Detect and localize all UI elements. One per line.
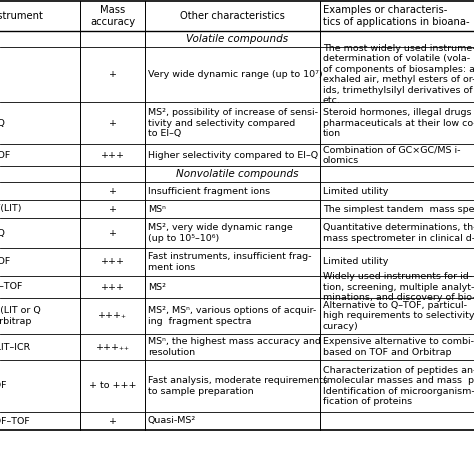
- Text: +: +: [109, 417, 117, 426]
- Text: +: +: [109, 70, 117, 79]
- Text: MS²: MS²: [148, 283, 166, 292]
- Text: Volatile compounds: Volatile compounds: [186, 34, 288, 44]
- Text: –TQ: –TQ: [0, 228, 6, 237]
- Text: Higher selectivity compared to EI–Q: Higher selectivity compared to EI–Q: [148, 151, 318, 159]
- Text: +++: +++: [100, 283, 125, 292]
- Text: Expensive alternative to combi-
based on TOF and Orbitrap: Expensive alternative to combi- based on…: [323, 337, 474, 357]
- Text: +++₊: +++₊: [98, 311, 127, 320]
- Text: Combination of GC×GC/MS i-
olomics: Combination of GC×GC/MS i- olomics: [323, 146, 461, 164]
- Text: Instrument: Instrument: [0, 11, 43, 21]
- Text: Very wide dynamic range (up to 10⁷): Very wide dynamic range (up to 10⁷): [148, 70, 323, 79]
- Text: Limited utility: Limited utility: [323, 257, 388, 266]
- Text: Quasi-MS²: Quasi-MS²: [148, 417, 196, 426]
- Text: –TQ: –TQ: [0, 118, 6, 128]
- Text: Limited utility: Limited utility: [323, 186, 388, 195]
- Text: Widely used instruments for id-
tion, screening, multiple analyt-
minations, and: Widely used instruments for id- tion, sc…: [323, 272, 474, 302]
- Text: +++₊₊: +++₊₊: [95, 343, 129, 352]
- Text: –IT(LIT): –IT(LIT): [0, 204, 22, 213]
- Text: The most widely used instrume-
determination of volatile (vola-
of components of: The most widely used instrume- determina…: [323, 44, 474, 105]
- Text: MS², MSⁿ, various options of acquir-
ing  fragment spectra: MS², MSⁿ, various options of acquir- ing…: [148, 306, 316, 326]
- Text: +++: +++: [100, 151, 125, 159]
- Text: Other characteristics: Other characteristics: [180, 11, 285, 21]
- Text: Nonvolatile compounds: Nonvolatile compounds: [176, 169, 298, 179]
- Text: +: +: [109, 204, 117, 213]
- Text: TOF: TOF: [0, 382, 7, 391]
- Text: –TOF: –TOF: [0, 257, 11, 266]
- Text: +++: +++: [100, 257, 125, 266]
- Text: MSⁿ: MSⁿ: [148, 204, 166, 213]
- Text: The simplest tandem  mass spec-: The simplest tandem mass spec-: [323, 204, 474, 213]
- Text: –Q–TOF: –Q–TOF: [0, 283, 23, 292]
- Text: Fast analysis, moderate requirements
to sample preparation: Fast analysis, moderate requirements to …: [148, 376, 328, 396]
- Text: Examples or characteris-
tics of applications in bioana-: Examples or characteris- tics of applica…: [323, 5, 470, 27]
- Text: MS², very wide dynamic range
(up to 10⁵–10⁶): MS², very wide dynamic range (up to 10⁵–…: [148, 223, 293, 243]
- Text: Alternative to Q–TOF, particul-
high requirements to selectivity
curacy): Alternative to Q–TOF, particul- high req…: [323, 301, 474, 331]
- Text: – LIT–ICR: – LIT–ICR: [0, 343, 30, 352]
- Text: TOF–TOF: TOF–TOF: [0, 417, 30, 426]
- Text: Steroid hormones, illegal drugs
pharmaceuticals at their low co-
tion: Steroid hormones, illegal drugs pharmace…: [323, 108, 474, 138]
- Text: +: +: [109, 186, 117, 195]
- Text: Mass
accuracy: Mass accuracy: [90, 5, 135, 27]
- Text: MS², possibility of increase of sensi-
tivity and selectivity compared
to EI–Q: MS², possibility of increase of sensi- t…: [148, 108, 318, 138]
- Text: –Q(LIT or Q
–Orbitrap: –Q(LIT or Q –Orbitrap: [0, 306, 41, 326]
- Text: Quantitative determinations, th-
mass spectrometer in clinical d-: Quantitative determinations, th- mass sp…: [323, 223, 474, 243]
- Text: +: +: [109, 228, 117, 237]
- Text: + to +++: + to +++: [89, 382, 136, 391]
- Text: +: +: [109, 118, 117, 128]
- Text: –TOF: –TOF: [0, 151, 11, 159]
- Text: Fast instruments, insufficient frag-
ment ions: Fast instruments, insufficient frag- men…: [148, 252, 311, 272]
- Text: Characterization of peptides an-
(molecular masses and mass  p-
Identification o: Characterization of peptides an- (molecu…: [323, 366, 474, 406]
- Text: MSⁿ, the highest mass accuracy and
resolution: MSⁿ, the highest mass accuracy and resol…: [148, 337, 321, 357]
- Text: Insufficient fragment ions: Insufficient fragment ions: [148, 186, 270, 195]
